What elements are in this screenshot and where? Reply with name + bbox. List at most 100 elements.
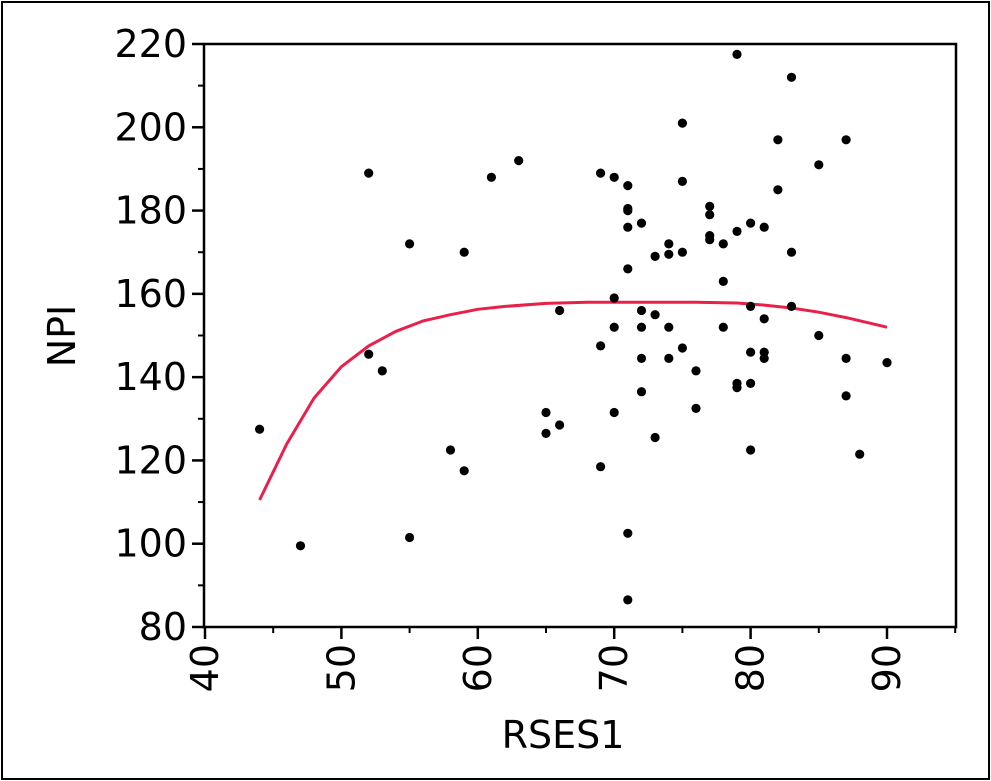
scatter-point <box>718 322 728 332</box>
scatter-point <box>664 322 674 332</box>
scatter-point <box>650 310 660 320</box>
scatter-point <box>746 378 756 388</box>
scatter-point <box>732 226 742 236</box>
scatter-point <box>705 235 715 245</box>
fit-line-layer <box>258 300 888 501</box>
scatter-point <box>705 201 715 211</box>
scatter-point <box>677 118 688 128</box>
scatter-point <box>623 206 633 216</box>
scatter-point <box>664 249 674 259</box>
scatter-point <box>636 353 647 363</box>
scatter-point <box>841 353 851 363</box>
y-tick-label: 80 <box>139 605 187 649</box>
scatter-point <box>814 330 824 341</box>
scatter-point <box>773 135 783 145</box>
x-tick-label: 40 <box>183 644 227 692</box>
scatter-point <box>623 595 633 605</box>
scatter-point <box>609 172 619 182</box>
points-layer <box>255 49 892 605</box>
scatter-point <box>746 218 756 228</box>
scatter-point <box>732 49 742 60</box>
scatter-chart: 40 50 60 70 80 90 80 100 120 140 160 180 200 220 RSE… <box>40 22 958 757</box>
scatter-point <box>623 181 633 191</box>
scatter-point <box>677 343 688 353</box>
scatter-point <box>718 276 728 286</box>
scatter-point <box>759 222 769 232</box>
scatter-point <box>664 353 674 363</box>
scatter-point <box>746 301 756 311</box>
scatter-point <box>814 160 824 170</box>
scatter-point <box>623 528 633 538</box>
scatter-point <box>664 239 674 249</box>
scatter-point <box>855 449 865 459</box>
y-axis-title: NPI <box>40 305 84 368</box>
x-tick-label: 80 <box>729 644 773 692</box>
scatter-point <box>596 168 606 178</box>
scatter-point <box>377 366 387 376</box>
x-axis-title: RSES1 <box>502 713 625 757</box>
x-tick-label: 50 <box>319 644 363 692</box>
scatter-point <box>786 247 797 257</box>
scatter-point <box>677 247 688 257</box>
scatter-point <box>364 168 374 178</box>
scatter-point <box>732 383 742 393</box>
y-tick-label: 100 <box>114 522 187 566</box>
scatter-point <box>636 305 647 316</box>
scatter-point <box>623 264 633 274</box>
scatter-point <box>882 358 892 368</box>
scatter-point <box>255 424 265 434</box>
scatter-point <box>636 387 647 397</box>
scatter-point <box>609 407 619 418</box>
scatter-point <box>841 391 851 401</box>
scatter-point <box>405 239 415 249</box>
scatter-point <box>718 239 728 249</box>
scatter-point <box>541 407 551 418</box>
scatter-point <box>486 172 496 182</box>
scatter-point <box>677 176 688 186</box>
scatter-point <box>841 135 851 145</box>
scatter-point <box>459 247 469 257</box>
y-axis: 80 100 120 140 160 180 200 220 <box>114 22 204 649</box>
y-tick-label: 140 <box>114 355 187 399</box>
scatter-point <box>759 353 769 363</box>
scatter-point <box>445 445 456 455</box>
scatter-point <box>691 403 701 413</box>
scatter-point <box>364 349 374 359</box>
y-tick-label: 220 <box>114 22 187 66</box>
scatter-point <box>705 210 715 220</box>
scatter-point <box>773 185 783 195</box>
scatter-point <box>623 222 633 232</box>
x-tick-label: 70 <box>592 644 636 692</box>
scatter-point <box>746 445 756 455</box>
scatter-point <box>459 466 469 476</box>
x-tick-label: 90 <box>865 644 909 692</box>
scatter-point <box>514 156 524 166</box>
scatter-point <box>609 293 619 303</box>
x-axis: 40 50 60 70 80 90 <box>183 627 957 692</box>
scatter-point <box>555 420 565 430</box>
scatter-point <box>650 432 660 443</box>
plot-area <box>202 42 958 629</box>
scatter-point <box>746 347 756 357</box>
scatter-point <box>295 541 306 551</box>
y-tick-label: 200 <box>114 105 187 149</box>
scatter-point <box>759 314 769 324</box>
scatter-point <box>636 218 647 228</box>
fit-line <box>258 300 888 501</box>
scatter-point <box>555 305 565 316</box>
y-tick-label: 160 <box>114 272 187 316</box>
scatter-point <box>405 532 415 543</box>
scatter-point <box>636 322 647 332</box>
scatter-point <box>650 251 660 261</box>
x-tick-label: 60 <box>456 644 500 692</box>
scatter-point <box>609 322 619 332</box>
scatter-point <box>596 341 606 351</box>
y-tick-label: 180 <box>114 189 187 233</box>
scatter-point <box>596 462 606 472</box>
scatter-point <box>541 428 551 438</box>
scatter-point <box>691 366 701 376</box>
scatter-point <box>786 72 797 82</box>
y-tick-label: 120 <box>114 438 187 482</box>
scatter-point <box>786 301 797 311</box>
